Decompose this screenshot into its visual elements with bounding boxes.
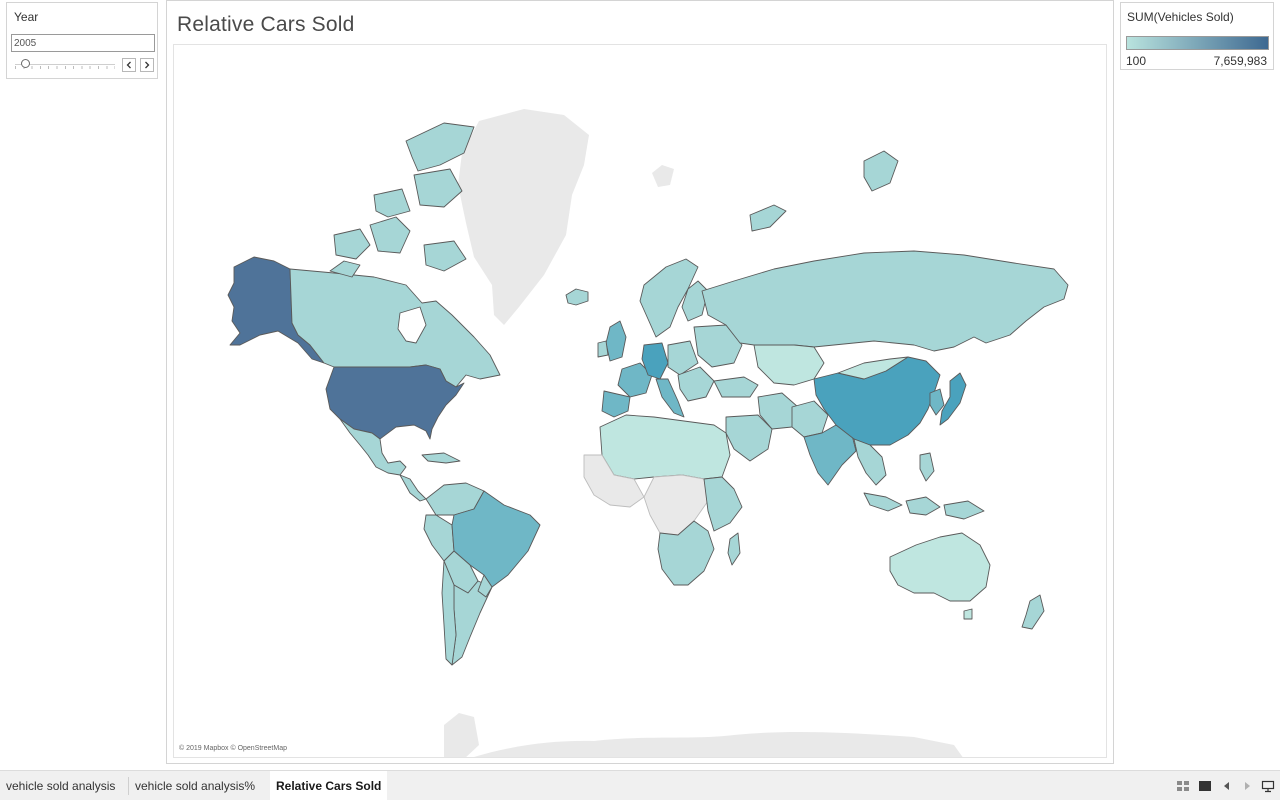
map-attribution: © 2019 Mapbox © OpenStreetMap — [179, 745, 287, 752]
region-scandinavia[interactable] — [639, 258, 699, 338]
region-canada-arctic-6[interactable] — [423, 240, 467, 272]
sheet-tab-bar: vehicle sold analysis vehicle sold analy… — [0, 770, 1280, 800]
region-italy[interactable] — [655, 378, 685, 418]
region-finland[interactable] — [681, 280, 709, 322]
region-greenland[interactable] — [458, 109, 589, 325]
region-balkans[interactable] — [677, 366, 715, 402]
region-antarctica-fragment[interactable] — [444, 713, 479, 758]
region-turkey[interactable] — [713, 376, 759, 398]
region-indonesia-1[interactable] — [863, 492, 903, 512]
year-value-field[interactable]: 2005 — [11, 34, 155, 52]
legend-color-ramp — [1126, 36, 1269, 50]
region-chile[interactable] — [441, 560, 457, 666]
region-russia-north-island[interactable] — [749, 204, 787, 232]
region-india[interactable] — [803, 424, 857, 486]
region-united-kingdom[interactable] — [605, 320, 627, 362]
region-canada-arctic-5[interactable] — [373, 188, 411, 218]
region-svalbard[interactable] — [652, 165, 674, 187]
region-north-africa[interactable] — [599, 414, 731, 480]
region-iberia[interactable] — [601, 390, 631, 418]
region-russia[interactable] — [701, 250, 1069, 352]
region-russia-arctic[interactable] — [863, 150, 899, 192]
region-peru[interactable] — [423, 514, 455, 562]
next-year-button[interactable] — [140, 58, 154, 72]
map-panel: Relative Cars Sold — [166, 0, 1114, 764]
previous-year-button[interactable] — [122, 58, 136, 72]
region-france[interactable] — [617, 362, 653, 398]
legend-max-label: 7,659,983 — [1213, 54, 1267, 68]
legend-title: SUM(Vehicles Sold) — [1127, 10, 1234, 24]
year-slider-ticks — [15, 66, 115, 69]
legend-min-label: 100 — [1126, 54, 1147, 68]
region-canada-arctic-2[interactable] — [369, 216, 411, 254]
region-madagascar[interactable] — [727, 532, 741, 566]
region-ireland[interactable] — [597, 340, 609, 358]
year-filter-card: Year 2005 — [6, 2, 158, 79]
region-canada-arctic-3[interactable] — [405, 122, 475, 172]
region-mongolia[interactable] — [837, 356, 909, 380]
grid-view-icon[interactable] — [1176, 779, 1190, 793]
presentation-mode-icon[interactable] — [1261, 779, 1275, 793]
region-papua[interactable] — [943, 500, 985, 520]
tab-vehicle-sold-analysis[interactable]: vehicle sold analysis — [6, 778, 116, 793]
region-poland-central[interactable] — [667, 340, 699, 376]
region-philippines[interactable] — [919, 452, 935, 482]
world-map[interactable]: © 2019 Mapbox © OpenStreetMap — [173, 44, 1107, 758]
region-japan[interactable] — [939, 372, 967, 426]
region-canada-hudson-bay[interactable] — [397, 306, 427, 344]
chevron-right-icon — [145, 61, 150, 69]
region-canada-arctic-1[interactable] — [333, 228, 371, 260]
year-filter-title: Year — [14, 10, 39, 24]
region-korea[interactable] — [929, 388, 945, 416]
region-mexico[interactable] — [339, 418, 407, 476]
region-iceland[interactable] — [565, 288, 589, 306]
year-slider-track[interactable] — [15, 64, 115, 65]
region-indonesia-2[interactable] — [905, 496, 941, 516]
region-saudi-arabia[interactable] — [725, 414, 773, 462]
region-canada-arctic-7[interactable] — [329, 260, 361, 278]
region-caribbean[interactable] — [421, 452, 461, 464]
region-southeast-asia[interactable] — [853, 438, 887, 486]
region-canada-arctic-4[interactable] — [413, 168, 463, 208]
region-east-africa[interactable] — [703, 476, 743, 532]
region-southern-africa[interactable] — [657, 520, 715, 586]
map-title: Relative Cars Sold — [177, 13, 355, 36]
region-central-america[interactable] — [399, 474, 427, 502]
region-canada[interactable] — [289, 268, 501, 388]
filmstrip-view-icon[interactable] — [1198, 779, 1212, 793]
tab-vehicle-sold-analysis-percent[interactable]: vehicle sold analysis% — [135, 778, 256, 793]
region-antarctica[interactable] — [474, 731, 964, 758]
region-tasmania[interactable] — [963, 608, 973, 620]
previous-sheet-icon[interactable] — [1220, 779, 1234, 793]
chevron-left-icon — [126, 61, 131, 69]
region-kazakhstan[interactable] — [753, 344, 825, 386]
tab-separator — [128, 777, 129, 795]
region-west-africa[interactable] — [583, 454, 645, 508]
region-uruguay[interactable] — [477, 574, 493, 598]
region-australia[interactable] — [889, 532, 991, 602]
year-slider-thumb[interactable] — [21, 59, 30, 68]
region-new-zealand[interactable] — [1021, 594, 1045, 630]
tab-relative-cars-sold[interactable]: Relative Cars Sold — [270, 771, 388, 800]
world-map-svg — [227, 109, 1069, 758]
color-legend: SUM(Vehicles Sold) 100 7,659,983 — [1120, 2, 1274, 70]
next-sheet-icon[interactable] — [1240, 779, 1254, 793]
